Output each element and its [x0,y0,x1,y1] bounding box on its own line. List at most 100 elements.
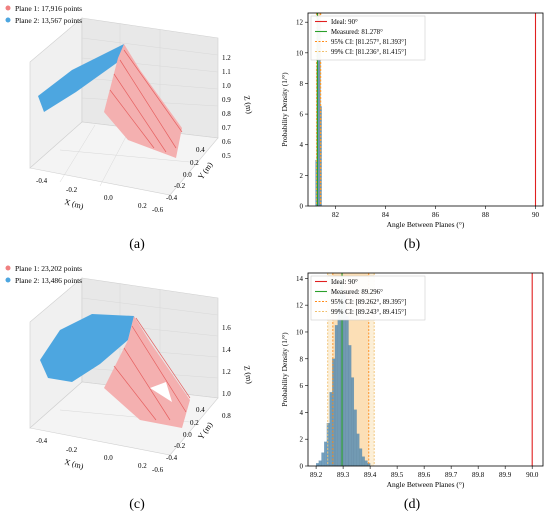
legend-box [310,15,426,61]
x-tick: 0.0 [104,194,113,202]
z-tick: 1.0 [222,390,231,398]
y-tick: -0.2 [174,182,186,190]
z-tick: 1.0 [222,82,231,90]
chart-c-z-ticks: 1.6 1.4 1.2 1.0 0.8 [222,324,231,420]
y-tick-label: 10 [296,328,304,336]
x-tick: 0.0 [104,454,113,462]
legend-label: 99% CI: [81.236°, 81.415°] [331,49,406,56]
histogram-bar [329,392,333,467]
y-tick: 0.2 [190,419,199,427]
y-axis-label: Probability Density (1/°) [280,72,289,147]
legend-label: 99% CI: [89.243°, 89.415°] [331,309,406,316]
x-tick: -0.2 [66,446,78,454]
z-tick: 1.1 [222,68,231,76]
chart-a-plane-1-cloud [104,44,182,158]
x-tick-label: 89.2 [310,471,323,479]
x-tick-label: 89.6 [418,471,431,479]
x-axis-label: Angle Between Planes (°) [387,220,465,229]
histogram-bar [334,325,338,467]
chart-b: 82 84 86 88 90 0 2 4 6 8 10 12 Angle Between Planes … [275,0,550,260]
z-tick: 0.5 [222,152,231,160]
y-tick-label: 12 [296,302,304,310]
y-tick-label: 6 [300,111,304,119]
chart-b-svg: 82 84 86 88 90 0 2 4 6 8 10 12 Angle Between Planes … [280,12,544,252]
chart-a-z-label: Z (m) [242,95,254,115]
histogram-bar [320,106,322,207]
x-tick-label: 89.8 [472,471,485,479]
y-tick-label: 8 [300,80,304,88]
y-tick-label: 6 [300,382,304,390]
legend-label: Ideal: 90° [331,279,358,286]
histogram-bar [345,315,349,467]
y-tick: -0.4 [166,194,178,202]
chart-a-legend: Plane 1: 17,916 points Plane 2: 13,567 p… [5,4,82,25]
x-tick-label: 82 [332,211,340,219]
chart-c-legend-marker-1 [5,265,11,271]
chart-a-legend-marker-2 [5,17,11,23]
legend-label: Measured: 81.278° [331,29,383,36]
histogram-bar [364,460,368,467]
chart-c-z-label: Z (m) [242,365,254,385]
chart-c-x-ticks: -0.4 -0.2 0.0 0.2 [36,437,147,470]
plot-frame [307,12,544,207]
histogram-bar [359,448,363,467]
y-tick-label: 10 [296,49,304,57]
plot-frame [307,272,544,467]
histogram-bar [321,452,325,467]
chart-b-caption: (b) [404,237,421,252]
y-tick: -0.2 [174,442,186,450]
chart-a-plane-2-cloud [38,44,124,112]
x-tick-label: 88 [482,211,490,219]
legend-label: 95% CI: [81.257°, 81.393°] [331,39,406,46]
chart-a-legend-label-2: Plane 2: 13,567 points [15,16,82,25]
y-tick-label: 4 [300,409,304,417]
chart-a-caption: (a) [129,237,145,252]
chart-c-y-label: Y (m) [196,420,214,441]
chart-a: Plane 1: 17,916 points Plane 2: 13,567 p… [0,0,275,260]
x-tick: -0.4 [36,177,48,185]
chart-c: Plane 1: 23,202 points Plane 2: 13,486 p… [0,260,275,521]
x-tick-label: 89.9 [499,471,512,479]
chart-c-legend: Plane 1: 23,202 points Plane 2: 13,486 p… [5,264,82,285]
y-tick-label: 0 [300,203,304,211]
z-tick: 1.4 [222,346,231,354]
y-tick: 0.0 [183,431,192,439]
chart-c-plane-1-cloud [104,316,190,428]
chart-c-legend-label-1: Plane 1: 23,202 points [15,264,82,273]
chart-a-plane-1-texture [109,49,183,153]
chart-a-y-label: Y (m) [196,160,214,181]
y-tick: 0.2 [190,159,199,167]
y-tick: 0.4 [196,406,205,414]
y-tick-label: 14 [296,275,304,283]
chart-a-z-ticks: 1.2 1.1 1.0 0.9 0.8 0.7 0.6 0.5 [222,54,231,160]
chart-a-x-ticks: -0.4 -0.2 0.0 0.2 [36,177,147,210]
y-tick-label: 4 [300,141,304,149]
chart-a-legend-label-1: Plane 1: 17,916 points [15,4,82,13]
z-tick: 1.2 [222,54,231,62]
y-tick: -0.6 [152,466,164,474]
x-tick: 0.2 [138,462,147,470]
x-tick-label: 90.0 [526,471,539,479]
histogram-bar [361,456,365,467]
z-tick: 0.7 [222,124,231,132]
y-tick: -0.4 [166,454,178,462]
x-tick: -0.4 [36,437,48,445]
legend-label: 95% CI: [89.262°, 89.395°] [331,299,406,306]
x-tick-label: 86 [432,211,440,219]
z-tick: 1.2 [222,368,231,376]
y-axis-label: Probability Density (1/°) [280,332,289,407]
z-tick: 0.6 [222,138,231,146]
y-tick-label: 12 [296,19,304,27]
x-tick-label: 89.3 [337,471,350,479]
y-tick: 0.0 [183,171,192,179]
x-tick-label: 84 [382,211,390,219]
chart-a-svg: Plane 1: 17,916 points Plane 2: 13,567 p… [5,4,254,252]
y-tick-label: 2 [300,436,304,444]
histogram-bar [351,377,355,467]
x-tick-label: 89.7 [445,471,458,479]
z-tick: 0.8 [222,110,231,118]
z-tick: 0.8 [222,412,231,420]
z-tick: 0.9 [222,96,231,104]
histogram-bar [324,441,328,467]
y-tick: 0.4 [196,146,205,154]
